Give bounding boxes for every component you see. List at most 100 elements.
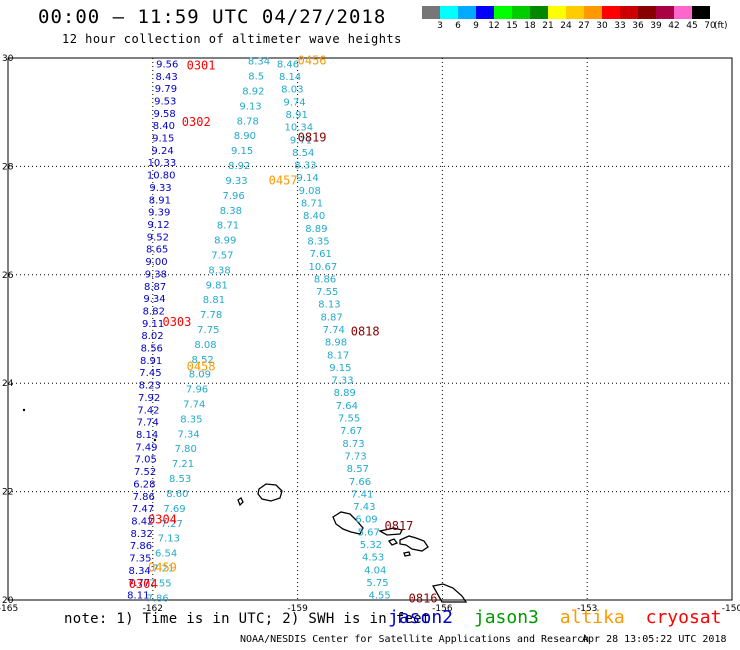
wave-height-value: 9.14: [296, 173, 318, 184]
generation-timestamp: Apr 28 13:05:22 UTC 2018: [582, 634, 727, 645]
wave-height-value: 7.74: [137, 418, 159, 429]
wave-height-value: 8.65: [146, 245, 168, 256]
wave-height-value: 7.45: [139, 368, 161, 379]
colorbar-label: 45: [686, 21, 698, 31]
wave-height-value: 9.00: [145, 257, 167, 268]
wave-height-value: 8.91: [286, 110, 308, 121]
wave-height-value: 7.96: [186, 385, 208, 396]
wave-height-value: 7.47: [132, 504, 154, 515]
legend-jason2: jason2: [388, 607, 454, 628]
colorbar-swatch: [674, 6, 692, 19]
wave-height-value: 7.49: [135, 442, 157, 453]
colorbar-label: 33: [614, 21, 626, 31]
wave-height-value: 8.43: [155, 72, 177, 83]
wave-height-value: 9.15: [329, 363, 351, 374]
wave-height-value: 8.5: [248, 72, 264, 83]
wave-height-value: 8.91: [149, 195, 171, 206]
wave-height-value: 7.35: [129, 554, 151, 565]
wave-height-value: 8.03: [281, 85, 303, 96]
x-tick-label: -165: [0, 604, 18, 614]
colorbar-swatch: [476, 6, 494, 19]
wave-height-value: 7.33: [331, 376, 353, 387]
map-title: 00:00 – 11:59 UTC 04/27/2018: [38, 6, 387, 28]
colorbar-swatch: [494, 6, 512, 19]
wave-height-value: 9.34: [143, 294, 165, 305]
wave-height-value: 7.55: [316, 287, 338, 298]
wave-height-value: 8.46: [277, 59, 299, 70]
wave-height-value: 7.55: [338, 414, 360, 425]
pass-time-label: 0457: [269, 173, 298, 187]
legend-altika: altika: [559, 607, 625, 628]
wave-height-value: 9.52: [147, 232, 169, 243]
wave-height-value: 8.86: [314, 274, 336, 285]
wave-height-value: 9.38: [145, 269, 167, 280]
wave-height-value: 7.78: [200, 310, 222, 321]
wave-height-value: 7.64: [336, 401, 358, 412]
pass-time-label: 0819: [298, 131, 327, 145]
wave-height-value: 7.41: [351, 489, 373, 500]
wave-height-value: 5.32: [360, 540, 382, 551]
wave-height-value: 8.08: [194, 340, 216, 351]
wave-height-value: 9.33: [225, 176, 247, 187]
wave-height-value: 8.34: [248, 57, 270, 68]
colorbar-swatch: [620, 6, 638, 19]
wave-height-value: 9.33: [149, 183, 171, 194]
wave-height-value: 8.53: [169, 474, 191, 485]
wave-height-value: 8.23: [139, 381, 161, 392]
wave-height-value: 8.56: [141, 344, 163, 355]
colorbar-label: 15: [506, 21, 518, 31]
wave-height-value: 9.39: [148, 208, 170, 219]
pass-time-label: 0304: [129, 577, 158, 591]
wave-height-value: 9.11: [142, 319, 164, 330]
wave-height-value: 7.66: [349, 477, 371, 488]
wave-height-value: 9.15: [231, 146, 253, 157]
pass-time-label: 0304: [148, 513, 177, 527]
wave-height-value: 8.52: [192, 355, 214, 366]
wave-height-value: 8.87: [144, 282, 166, 293]
satellite-tracks: 9.568.439.799.539.588.409.159.2410.3310.…: [127, 57, 391, 605]
pass-time-label: 0458: [187, 359, 216, 373]
wave-height-value: 8.73: [342, 439, 364, 450]
colorbar-swatch: [566, 6, 584, 19]
colorbar-swatch: [422, 6, 440, 19]
wave-height-value: 8.57: [347, 464, 369, 475]
wave-height-value: 8.71: [301, 199, 323, 210]
wave-height-value: 10.33: [148, 158, 177, 169]
wave-height-value: 7.69: [163, 504, 185, 515]
wave-height-value: 5.75: [366, 578, 388, 589]
colorbar-label: 6: [455, 21, 461, 31]
y-tick-label: 24: [2, 379, 14, 389]
kahoolawe-island: [403, 551, 411, 557]
wave-height-value: 7.75: [197, 325, 219, 336]
wave-height-value: 6.54: [155, 549, 177, 560]
wave-height-value: 8.81: [203, 295, 225, 306]
pass-time-label: 0816: [409, 591, 438, 605]
wave-height-value: 8.11: [127, 591, 149, 602]
pass-time-label: 0817: [385, 519, 414, 533]
wave-height-value: 8.89: [305, 224, 327, 235]
wave-height-value: 8.38: [220, 206, 242, 217]
wave-height-value: 8.89: [334, 388, 356, 399]
colorbar-swatch: [548, 6, 566, 19]
wave-height-value: 7.13: [158, 534, 180, 545]
y-tick-label: 22: [2, 488, 13, 498]
wave-height-value: 8.54: [292, 148, 314, 159]
wave-height-value: 9.53: [154, 96, 176, 107]
pass-time-labels: 0301 0456 0302 0819 0457 0303 0818 0458 0304 0817…: [129, 54, 438, 606]
wave-height-value: 8.98: [325, 338, 347, 349]
wave-height-value: 8.02: [141, 331, 163, 342]
wave-height-value: 9.74: [283, 97, 305, 108]
x-tick-label: -153: [577, 604, 597, 614]
colorbar-label: 27: [578, 21, 590, 31]
wave-height-value: 6.09: [355, 515, 377, 526]
wave-height-value: 8.82: [143, 306, 165, 317]
wave-height-value: 7.05: [135, 455, 157, 466]
colorbar-swatch: [512, 6, 530, 19]
wave-height-value: 7.52: [134, 467, 156, 478]
x-tick-label: -150: [722, 604, 740, 614]
wave-height-value: 8.14: [279, 72, 301, 83]
oahu-island: [332, 511, 364, 535]
wave-height-value: 7.42: [137, 405, 159, 416]
colorbar-swatch: [440, 6, 458, 19]
wave-height-value: 8.99: [214, 236, 236, 247]
